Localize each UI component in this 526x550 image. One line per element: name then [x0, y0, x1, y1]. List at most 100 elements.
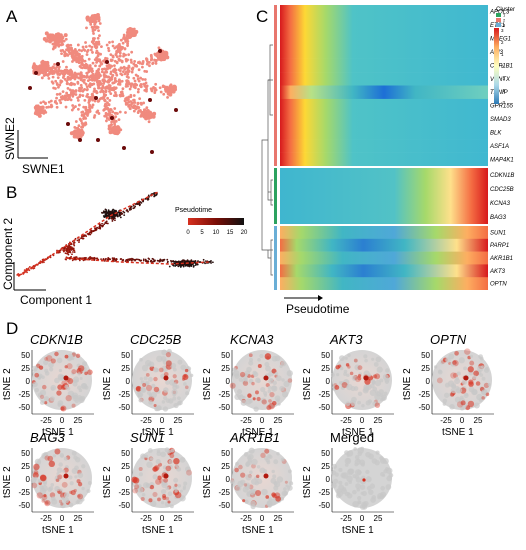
tsne-cell-point: [163, 387, 169, 393]
swne-cell-point: [142, 101, 146, 105]
tsne-cell-point: [271, 385, 277, 391]
swne-cell-point: [100, 45, 103, 49]
tsne-cell-point: [151, 383, 156, 389]
cluster-legend-swatch: [496, 23, 501, 27]
tsne-ytick: -50: [318, 403, 330, 412]
tsne-cell-point: [71, 369, 77, 375]
heatmap-row: [280, 168, 488, 183]
swne-cell-point: [90, 25, 94, 29]
trajectory-cell-point: [88, 258, 91, 261]
tsne-cell-point: [350, 386, 356, 392]
tsne-cell-point: [138, 398, 143, 403]
swne-cell-point: [93, 37, 96, 40]
swne-cell-point: [106, 101, 109, 105]
swne-cell-point: [98, 34, 101, 38]
pseudotime-legend-tick: 20: [241, 230, 248, 236]
tsne-cell-point: [56, 472, 60, 476]
tsne-cell-point: [162, 495, 167, 500]
tsne-cell-point: [442, 398, 448, 404]
tsne-cell-point: [182, 373, 189, 381]
swne-cell-point: [109, 72, 113, 76]
swne-cell-point: [103, 67, 106, 71]
tsne-cell-point: [374, 379, 382, 387]
swne-cell-point: [60, 52, 63, 56]
tsne-cell-point: [148, 400, 153, 405]
tsne-cell-point: [359, 484, 366, 490]
heatmap-gene-label: AKR1B1: [489, 256, 513, 262]
tsne-ylabel: tSNE 2: [2, 368, 13, 400]
swne-cell-point: [151, 114, 156, 119]
trajectory-cell-point: [140, 201, 143, 204]
tsne-cell-point: [34, 372, 40, 378]
tsne-cell-point: [172, 367, 177, 372]
tsne-cell-point: [174, 483, 178, 487]
tsne-cell-point: [386, 467, 393, 475]
swne-cell-point: [145, 70, 149, 73]
tsne-cell-point: [478, 397, 483, 402]
heatmap-row: [280, 112, 488, 127]
tsne-cell-point: [452, 360, 457, 365]
swne-cell-point: [102, 59, 105, 63]
tsne-cell-point: [69, 481, 74, 486]
swne-cell-point: [114, 53, 118, 57]
swne-cell-point: [82, 64, 86, 67]
heatmap-gene-label: AKT3: [489, 269, 506, 275]
tsne-cell-point: [336, 490, 344, 497]
tsne-xtick: 0: [460, 416, 465, 425]
tsne-cell-point: [357, 365, 363, 371]
tsne-xtick: 25: [174, 514, 183, 523]
tsne-cell-point: [87, 480, 92, 485]
swne-cell-point: [79, 78, 83, 82]
tsne-cell-point: [141, 364, 149, 372]
swne-cell-point: [80, 75, 84, 79]
pseudotime-legend-tick: 15: [227, 230, 234, 236]
swne-cell-point: [84, 121, 88, 125]
swne-cell-point: [99, 61, 103, 65]
swne-cell-point: [54, 79, 58, 83]
swne-cell-point: [97, 112, 101, 115]
swne-cell-point: [97, 42, 101, 46]
trajectory-cell-point: [70, 243, 73, 246]
tsne-cell-point: [464, 392, 469, 397]
tsne-cell-point: [248, 378, 254, 384]
swne-cell-point: [72, 92, 76, 96]
swne-cell-point: [93, 58, 97, 62]
tsne-ytick: 50: [421, 351, 430, 360]
swne-cell-point: [104, 90, 108, 94]
tsne-cell-point: [55, 478, 60, 483]
swne-cell-point: [76, 96, 80, 100]
trajectory-cell-point: [104, 213, 107, 216]
tsne-cell-point: [82, 361, 88, 367]
tsne-cell-point: [143, 376, 148, 381]
tsne-cell-point: [347, 365, 351, 369]
tsne-cell-point: [51, 496, 56, 502]
tsne-cell-point: [441, 359, 446, 364]
swne-cell-point: [136, 74, 140, 78]
tsne-cell-point: [172, 485, 178, 490]
swne-gene-marker: [94, 96, 98, 100]
swne-cell-point: [117, 118, 121, 122]
swne-cell-point: [57, 85, 60, 89]
tsne-ytick: 0: [126, 475, 131, 484]
tsne-cell-point: [182, 485, 187, 489]
tsne-cell-point: [179, 489, 183, 493]
swne-cell-point: [161, 51, 166, 56]
swne-cell-point: [80, 132, 85, 137]
tsne-cell-point: [64, 354, 69, 359]
swne-gene-marker: [28, 86, 32, 90]
tsne-cell-point: [355, 376, 361, 383]
cluster-legend-swatch: [496, 13, 501, 17]
tsne-cell-point: [39, 394, 45, 400]
swne-cell-point: [34, 104, 39, 109]
swne-cell-point: [125, 97, 129, 101]
tsne-cell-point: [160, 488, 167, 495]
tsne-cell-point: [75, 500, 80, 505]
tsne-cell-point: [42, 384, 47, 390]
tsne-cell-point: [131, 476, 138, 483]
tsne-cell-point: [234, 467, 239, 473]
tsne-cell-point: [150, 457, 154, 461]
swne-cell-point: [57, 37, 62, 42]
tsne-cell-point: [173, 457, 180, 465]
